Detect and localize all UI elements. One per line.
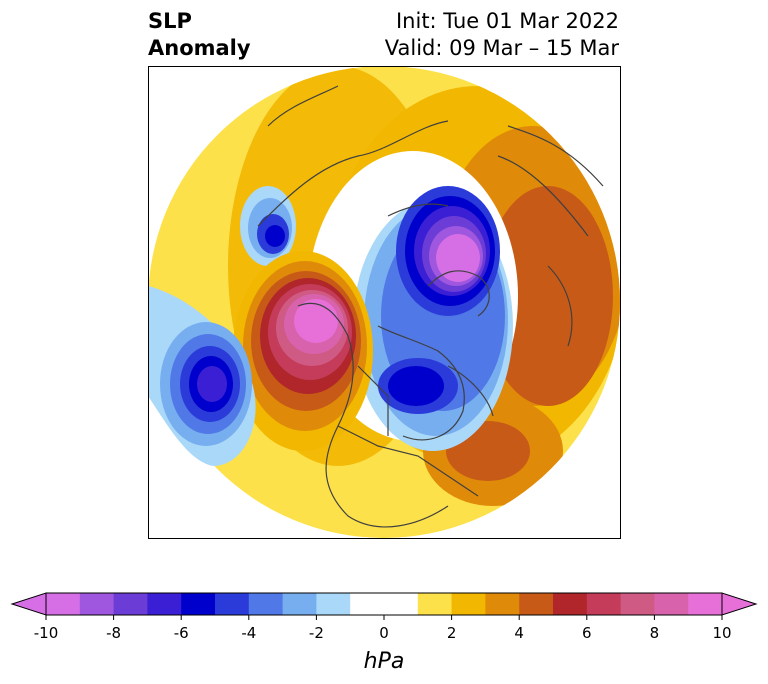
colorbar-tick-label: 6	[582, 624, 592, 642]
colorbar-cell	[451, 593, 486, 615]
nw-america-high	[233, 251, 373, 451]
coastlines	[257, 85, 604, 528]
colorbar-tick-label: 8	[650, 624, 660, 642]
colorbar-min-arrow	[10, 592, 47, 616]
colorbar-cell	[147, 593, 182, 615]
colorbar-tick-label: 0	[379, 624, 389, 642]
colorbar-cell	[79, 593, 115, 615]
map-title-line1: SLP	[148, 9, 192, 33]
colorbar-cell	[586, 593, 622, 615]
colorbar-tick-label: -4	[241, 624, 256, 642]
colorbar-cell	[113, 593, 148, 615]
colorbar-cell	[282, 593, 317, 615]
map-title-line2: Anomaly	[148, 36, 251, 60]
colorbar-tick-label: -2	[309, 624, 324, 642]
colorbar-tick-label: -6	[174, 624, 189, 642]
colorbar-cell	[519, 593, 554, 615]
colorbar-cell	[553, 593, 588, 615]
colorbar-cell	[350, 593, 385, 615]
colorbar-svg: -10 -8 -6 -4 -2 0 2 4 6 8 10 hPa	[10, 592, 758, 674]
colorbar-cell	[316, 593, 351, 615]
colorbar-cell	[384, 593, 419, 615]
colorbar-cell	[654, 593, 689, 615]
colorbar-tick-label: -8	[106, 624, 121, 642]
colorbar-cell	[417, 593, 453, 615]
init-date-label: Init: Tue 01 Mar 2022	[395, 9, 619, 33]
colorbar-unit-label: hPa	[364, 649, 405, 674]
colorbar: -10 -8 -6 -4 -2 0 2 4 6 8 10 hPa	[0, 588, 768, 684]
colorbar-tick-label: -10	[34, 624, 59, 642]
map-title: SLP Anomaly	[148, 8, 251, 62]
valid-range-label: Valid: 09 Mar – 15 Mar	[384, 36, 619, 60]
colorbar-cell	[620, 593, 655, 615]
map-panel	[148, 66, 621, 539]
colorbar-cell	[485, 593, 520, 615]
slp-anomaly-map	[148, 66, 621, 539]
gulf-of-alaska-low	[240, 186, 296, 266]
colorbar-cell	[248, 593, 284, 615]
colorbar-cell	[215, 593, 250, 615]
colorbar-tick-label: 2	[447, 624, 457, 642]
map-subtitle: Init: Tue 01 Mar 2022 Valid: 09 Mar – 15…	[385, 8, 619, 62]
colorbar-max-arrow	[721, 592, 758, 616]
colorbar-tick-label: 4	[514, 624, 524, 642]
colorbar-cell	[181, 593, 216, 615]
colorbar-cell	[688, 593, 723, 615]
colorbar-cell	[46, 593, 81, 615]
colorbar-tick-label: 10	[712, 624, 731, 642]
north-pacific-low	[148, 286, 256, 466]
